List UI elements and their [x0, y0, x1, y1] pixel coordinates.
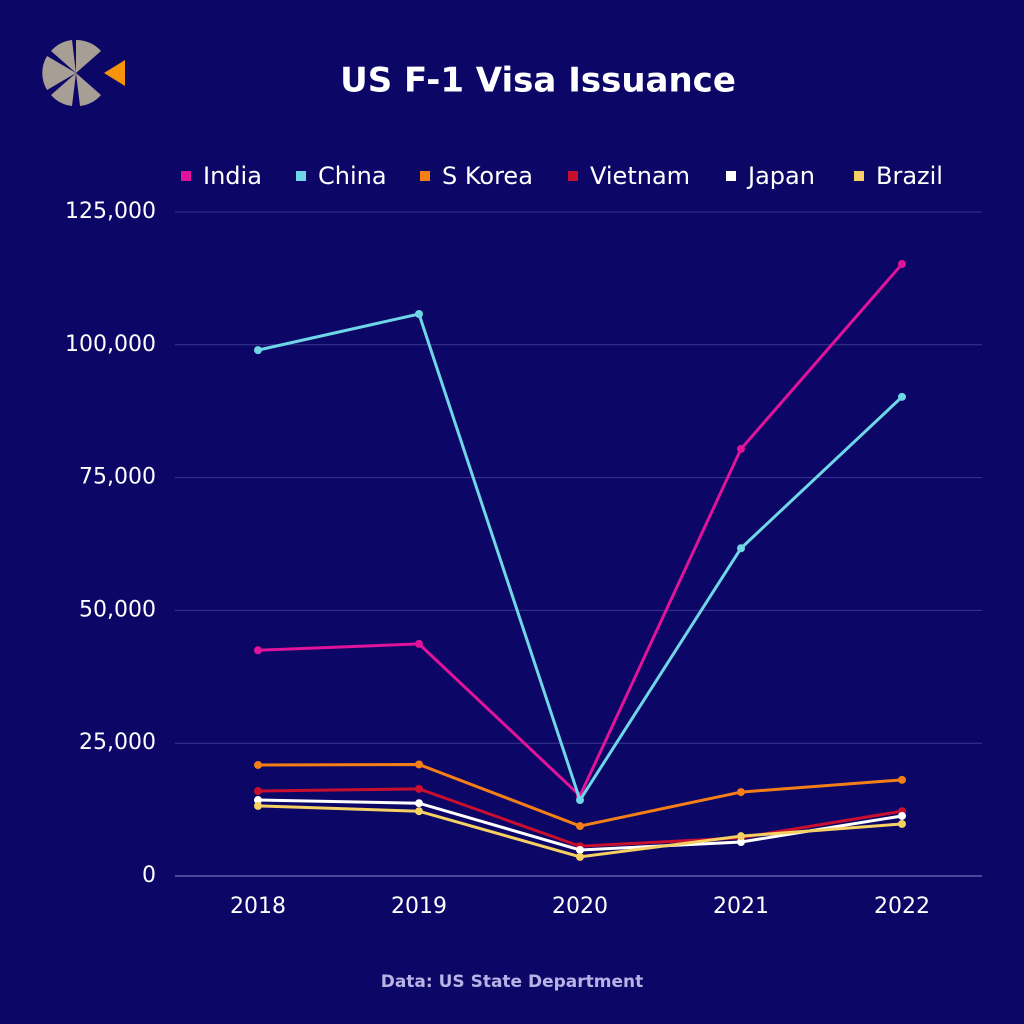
- y-tick-label: 125,000: [65, 199, 156, 224]
- data-point: [737, 838, 745, 847]
- legend-marker: [296, 171, 306, 181]
- data-point: [576, 852, 584, 861]
- x-tick-label: 2021: [713, 894, 769, 919]
- data-point: [737, 832, 745, 841]
- data-point: [415, 760, 423, 769]
- y-tick-label: 0: [142, 863, 156, 888]
- data-point: [576, 845, 584, 854]
- data-point: [898, 392, 906, 401]
- legend-label: China: [318, 162, 387, 190]
- y-tick-label: 100,000: [65, 332, 156, 357]
- data-point: [415, 639, 423, 648]
- legend-label: Japan: [746, 162, 815, 190]
- data-point: [254, 346, 262, 355]
- data-point: [898, 811, 906, 820]
- data-point: [898, 775, 906, 784]
- data-point: [898, 260, 906, 269]
- legend-marker: [568, 171, 578, 181]
- legend-marker: [181, 171, 191, 181]
- data-point: [415, 807, 423, 816]
- data-point: [254, 787, 262, 796]
- legend-marker: [854, 171, 864, 181]
- legend-marker: [726, 171, 736, 181]
- data-point: [737, 788, 745, 797]
- data-point: [415, 784, 423, 793]
- logo: [42, 39, 125, 106]
- legend-label: S Korea: [442, 162, 533, 190]
- x-tick-label: 2022: [874, 894, 930, 919]
- y-tick-label: 25,000: [79, 730, 156, 755]
- data-point: [415, 799, 423, 808]
- y-tick-label: 75,000: [79, 465, 156, 490]
- data-point: [254, 796, 262, 805]
- x-tick-label: 2020: [552, 894, 608, 919]
- data-point: [254, 760, 262, 769]
- legend-label: Brazil: [876, 162, 943, 190]
- data-point: [898, 819, 906, 828]
- y-tick-label: 50,000: [79, 597, 156, 622]
- data-point: [254, 801, 262, 810]
- data-point: [576, 822, 584, 831]
- legend-label: India: [203, 162, 262, 190]
- data-point: [254, 646, 262, 655]
- source-note: Data: US State Department: [381, 972, 644, 992]
- data-point: [737, 544, 745, 553]
- data-point: [576, 796, 584, 805]
- x-tick-label: 2018: [230, 894, 286, 919]
- legend-marker: [420, 171, 430, 181]
- data-point: [415, 309, 423, 318]
- legend-label: Vietnam: [590, 162, 690, 190]
- data-point: [737, 444, 745, 453]
- chart-title: US F-1 Visa Issuance: [340, 61, 736, 101]
- x-tick-label: 2019: [391, 894, 447, 919]
